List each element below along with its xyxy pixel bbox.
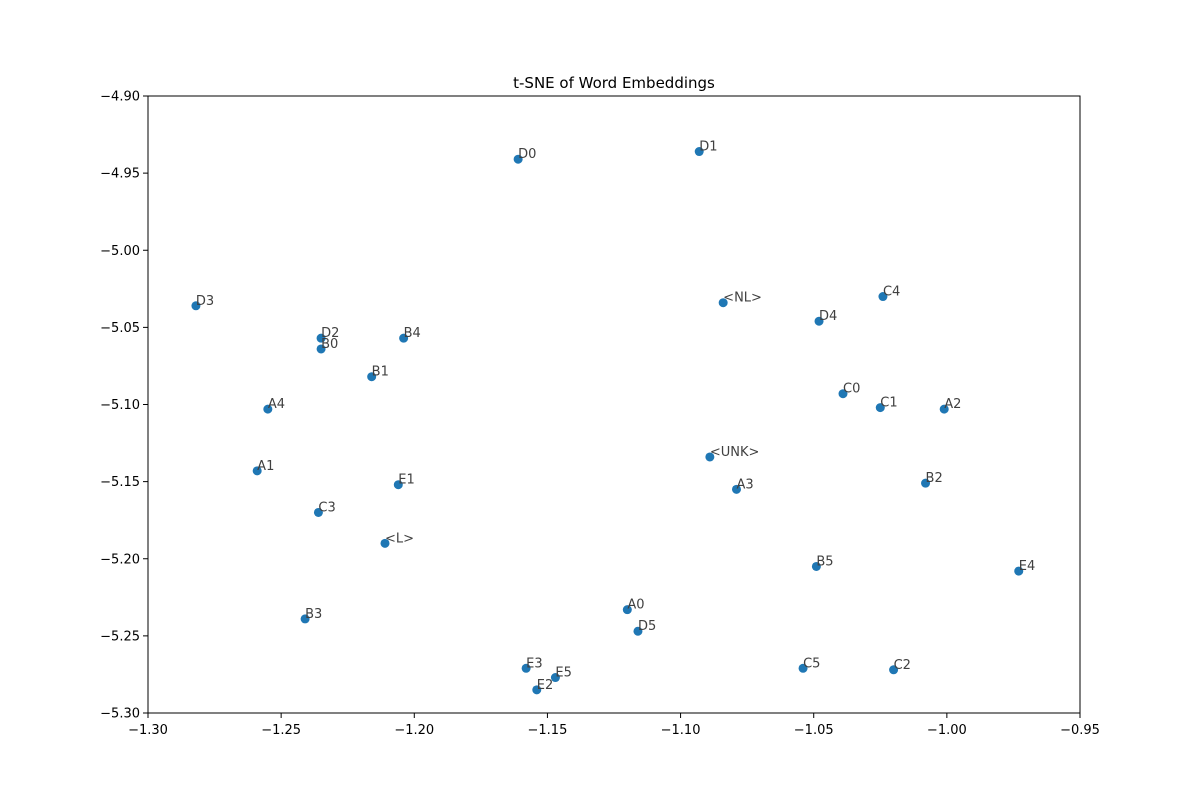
point-label: E3: [526, 656, 543, 671]
point-label: C3: [318, 500, 335, 515]
point-label: A0: [627, 598, 644, 613]
point-label: B3: [305, 607, 322, 622]
x-tick-label: −1.20: [394, 723, 434, 738]
scatter-point: [838, 389, 848, 399]
x-tick-label: −1.30: [128, 723, 168, 738]
scatter-point: [705, 452, 715, 462]
point-label: <NL>: [723, 291, 762, 306]
point-label: B0: [321, 337, 338, 352]
x-tick-label: −0.95: [1060, 723, 1100, 738]
scatter-point: [814, 316, 824, 326]
point-label: B2: [926, 471, 943, 486]
y-tick-label: −5.25: [100, 629, 140, 644]
scatter-point: [316, 344, 326, 354]
scatter-point: [316, 333, 326, 343]
point-label: B4: [404, 326, 421, 341]
scatter-point: [718, 298, 728, 308]
scatter-point: [393, 480, 403, 490]
scatter-point: [550, 673, 560, 683]
scatter-point: [811, 561, 821, 571]
point-label: E4: [1019, 559, 1036, 574]
x-axis: −1.30 −1.25 −1.20 −1.15 −1.10 −1.05 −1.00 −0.95: [128, 713, 1100, 738]
scatter-point: [798, 663, 808, 673]
point-label: B1: [372, 365, 389, 380]
point-label: E5: [555, 666, 572, 681]
chart-title: t-SNE of Word Embeddings: [513, 74, 715, 92]
point-label: D4: [819, 309, 837, 324]
scatter-point: [191, 301, 201, 311]
scatter-point: [633, 626, 643, 636]
point-label: E2: [537, 678, 554, 693]
scatter-point: [313, 507, 323, 517]
scatter-point: [513, 154, 523, 164]
point-label: A2: [944, 397, 961, 412]
scatter-point: [694, 147, 704, 157]
scatter-point: [878, 292, 888, 302]
y-tick-label: −5.30: [100, 707, 140, 722]
y-tick-label: −5.00: [100, 244, 140, 259]
point-label: D0: [518, 147, 536, 162]
point-label: E1: [398, 473, 415, 488]
scatter-point: [731, 484, 741, 494]
scatter-point: [380, 538, 390, 548]
point-label: D3: [196, 294, 214, 309]
x-tick-label: −1.25: [261, 723, 301, 738]
scatter-point: [889, 665, 899, 675]
point-label: C5: [803, 656, 820, 671]
point-label: A3: [736, 477, 753, 492]
scatter-point: [367, 372, 377, 382]
y-tick-label: −5.20: [100, 552, 140, 567]
x-tick-label: −1.10: [661, 723, 701, 738]
point-label: C2: [894, 658, 911, 673]
point-label: D1: [699, 140, 717, 155]
y-tick-label: −4.95: [100, 167, 140, 182]
point-label: A1: [257, 459, 274, 474]
point-label: <UNK>: [710, 445, 760, 460]
y-tick-label: −4.90: [100, 90, 140, 105]
point-label: D5: [638, 619, 656, 634]
x-tick-label: −1.05: [794, 723, 834, 738]
point-label: <L>: [385, 531, 414, 546]
y-tick-label: −5.05: [100, 321, 140, 336]
y-tick-label: −5.10: [100, 398, 140, 413]
scatter-point: [622, 605, 632, 615]
scatter-point: [875, 403, 885, 413]
scatter-point: [399, 333, 409, 343]
scatter-point: [939, 404, 949, 414]
scatter-point: [532, 685, 542, 695]
y-axis: −4.90 −4.95 −5.00 −5.05 −5.10 −5.15 −5.20 −5.25…: [100, 90, 148, 722]
scatter-point: [300, 614, 310, 624]
scatter-point: [521, 663, 531, 673]
scatter-point: [263, 404, 273, 414]
scatter-point: [1014, 566, 1024, 576]
data-points: [191, 147, 1024, 695]
scatter-point: [252, 466, 262, 476]
x-tick-label: −1.15: [528, 723, 568, 738]
y-tick-label: −5.15: [100, 475, 140, 490]
point-label: C1: [880, 396, 897, 411]
point-label: B5: [816, 554, 833, 569]
point-label: C0: [843, 382, 860, 397]
scatter-point: [921, 478, 931, 488]
point-label: C4: [883, 285, 900, 300]
point-label: A4: [268, 397, 285, 412]
x-tick-label: −1.00: [927, 723, 967, 738]
point-label: D2: [321, 326, 339, 341]
